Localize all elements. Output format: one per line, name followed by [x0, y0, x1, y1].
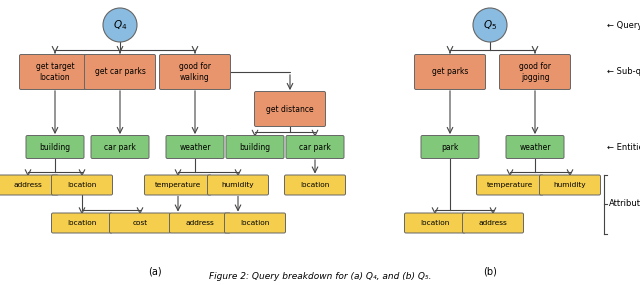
Circle shape [103, 8, 137, 42]
Text: Attributes: Attributes [609, 200, 640, 209]
Text: get parks: get parks [432, 68, 468, 76]
Text: temperature: temperature [155, 182, 201, 188]
FancyBboxPatch shape [207, 175, 269, 195]
Text: good for
walking: good for walking [179, 62, 211, 82]
FancyBboxPatch shape [0, 175, 58, 195]
Text: weather: weather [179, 142, 211, 152]
FancyBboxPatch shape [404, 213, 465, 233]
Text: location: location [240, 220, 269, 226]
FancyBboxPatch shape [415, 54, 486, 89]
FancyBboxPatch shape [225, 213, 285, 233]
Text: car park: car park [104, 142, 136, 152]
Text: location: location [300, 182, 330, 188]
FancyBboxPatch shape [285, 175, 346, 195]
Text: temperature: temperature [487, 182, 533, 188]
FancyBboxPatch shape [51, 213, 113, 233]
Text: $Q_5$: $Q_5$ [483, 18, 497, 32]
Text: building: building [239, 142, 271, 152]
FancyBboxPatch shape [421, 135, 479, 158]
FancyBboxPatch shape [286, 135, 344, 158]
Text: Figure 2: Query breakdown for (a) Q₄, and (b) Q₅.: Figure 2: Query breakdown for (a) Q₄, an… [209, 272, 431, 281]
Text: building: building [40, 142, 70, 152]
Text: get target
location: get target location [36, 62, 74, 82]
Text: car park: car park [299, 142, 331, 152]
Text: park: park [442, 142, 459, 152]
Text: location: location [67, 182, 97, 188]
Text: get car parks: get car parks [95, 68, 145, 76]
FancyBboxPatch shape [499, 54, 570, 89]
Text: cost: cost [132, 220, 148, 226]
FancyBboxPatch shape [145, 175, 211, 195]
FancyBboxPatch shape [84, 54, 156, 89]
FancyBboxPatch shape [477, 175, 543, 195]
FancyBboxPatch shape [26, 135, 84, 158]
Text: (b): (b) [483, 266, 497, 276]
Text: address: address [13, 182, 42, 188]
FancyBboxPatch shape [463, 213, 524, 233]
Text: address: address [186, 220, 214, 226]
FancyBboxPatch shape [255, 91, 326, 127]
Text: ← Sub-queries: ← Sub-queries [607, 68, 640, 76]
FancyBboxPatch shape [109, 213, 170, 233]
FancyBboxPatch shape [51, 175, 113, 195]
Text: ← Query: ← Query [607, 21, 640, 30]
Text: good for
jogging: good for jogging [519, 62, 551, 82]
Text: location: location [420, 220, 450, 226]
Text: $Q_4$: $Q_4$ [113, 18, 127, 32]
Circle shape [473, 8, 507, 42]
FancyBboxPatch shape [19, 54, 90, 89]
FancyBboxPatch shape [166, 135, 224, 158]
FancyBboxPatch shape [506, 135, 564, 158]
Text: address: address [479, 220, 508, 226]
FancyBboxPatch shape [159, 54, 230, 89]
FancyBboxPatch shape [170, 213, 230, 233]
Text: get distance: get distance [266, 105, 314, 113]
Text: location: location [67, 220, 97, 226]
FancyBboxPatch shape [226, 135, 284, 158]
FancyBboxPatch shape [91, 135, 149, 158]
Text: ← Entities: ← Entities [607, 142, 640, 152]
FancyBboxPatch shape [540, 175, 600, 195]
Text: (a): (a) [148, 266, 162, 276]
Text: humidity: humidity [221, 182, 254, 188]
Text: humidity: humidity [554, 182, 586, 188]
Text: weather: weather [519, 142, 551, 152]
